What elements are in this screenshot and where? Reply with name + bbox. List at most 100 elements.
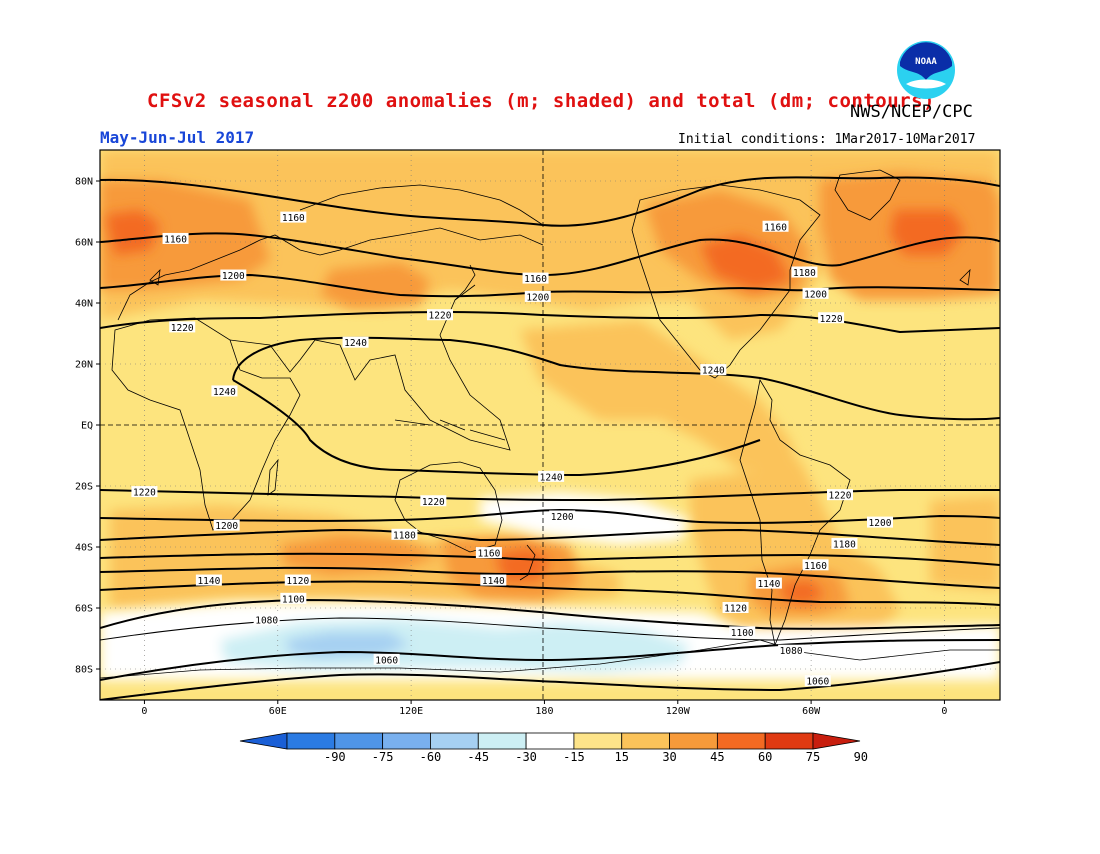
contour-label-text: 1240 (344, 338, 367, 349)
contour-label: 1080 (253, 614, 280, 627)
contour-label: 1220 (420, 495, 447, 508)
contour-label: 1160 (762, 220, 789, 233)
colorbar-label: -60 (420, 750, 442, 764)
colorbar-box (477, 732, 527, 750)
contour-label: 1240 (211, 385, 238, 398)
lon-label: 60W (802, 706, 821, 717)
chart-title: CFSv2 seasonal z200 anomalies (m; shaded… (147, 90, 935, 112)
contour-label: 1220 (427, 309, 453, 322)
colorbar-high-arrow (812, 732, 861, 750)
colorbar-label: 30 (662, 750, 676, 764)
colorbar-box (573, 732, 623, 750)
colorbar-label: -15 (563, 750, 585, 764)
colorbar-low-arrow (239, 732, 288, 750)
lat-label: 40N (75, 299, 93, 310)
contour-label: 1200 (549, 510, 576, 523)
contour-label: 1080 (778, 644, 805, 657)
contour-label: 1140 (755, 577, 782, 590)
contour-label-text: 1060 (806, 677, 829, 688)
lon-label: 60E (269, 706, 287, 717)
lat-label: 80N (75, 177, 93, 188)
contour-label: 1220 (131, 486, 158, 499)
contour-label-text: 1140 (757, 579, 780, 590)
colorbar-label: 45 (710, 750, 724, 764)
contour-label-text: 1200 (222, 271, 245, 282)
contour-label-text: 1080 (780, 646, 803, 657)
contour-label-text: 1220 (171, 323, 194, 334)
contour-label: 1160 (162, 232, 189, 245)
contour-label: 1240 (700, 364, 727, 377)
colorbar-box (764, 732, 814, 750)
colorbar-box (669, 732, 718, 750)
forecast-period: May-Jun-Jul 2017 (100, 128, 255, 147)
contour-label: 1200 (802, 287, 829, 300)
source-label: NWS/NCEP/CPC (850, 102, 973, 122)
colorbar-label: 75 (806, 750, 820, 764)
lat-label: 80S (75, 665, 93, 676)
contour-label-text: 1060 (375, 655, 398, 666)
contour-label: 1160 (802, 559, 829, 572)
lat-label: EQ (81, 421, 93, 432)
colorbar-box (334, 732, 384, 750)
lat-label: 60S (75, 604, 93, 615)
contour-label-text: 1160 (524, 274, 547, 285)
colorbar-label: -45 (467, 750, 489, 764)
contour-label-text: 1220 (429, 311, 452, 322)
contour-label-text: 1080 (255, 616, 278, 627)
colorbar-box (716, 732, 766, 750)
lon-label: 120W (666, 706, 691, 717)
contour-label-text: 1220 (133, 488, 156, 499)
contour-labels: 1160 1160 1160 1160 1180 1200 1200 1200 1220 1220… (131, 211, 893, 688)
contour-label-text: 1180 (393, 530, 416, 541)
contour-label: 1160 (280, 211, 307, 224)
contour-label-text: 1160 (477, 549, 500, 560)
latitude-axis: 80N 60N 40N 20N EQ 20S 40S 60S 80S (75, 177, 100, 676)
contour-label: 1120 (284, 574, 311, 587)
lat-label: 60N (75, 238, 93, 249)
lon-label: 0 (141, 706, 147, 717)
contour-label: 1240 (342, 336, 369, 349)
colorbar-box (430, 732, 479, 750)
lat-label: 40S (75, 543, 93, 554)
contour-label: 1200 (220, 269, 247, 282)
contour-label-text: 1160 (804, 561, 827, 572)
contour-label: 1240 (538, 470, 565, 483)
contour-label: 1140 (195, 574, 222, 587)
contour-label-text: 1240 (702, 366, 725, 377)
coastlines (100, 169, 1000, 679)
lon-label: 120E (399, 706, 423, 717)
contour-label-text: 1100 (731, 628, 754, 639)
contour-label-text: 1240 (213, 387, 236, 398)
initial-conditions: Initial conditions: 1Mar2017-10Mar2017 (678, 132, 976, 147)
colorbar-box (525, 732, 575, 750)
contour-label-text: 1180 (833, 539, 856, 550)
contour-label-text: 1120 (286, 576, 309, 587)
contour-label-text: 1140 (482, 576, 505, 587)
contour-label-text: 1220 (829, 491, 852, 502)
anomaly-shading: 1160 1160 1160 1160 1180 1200 1200 1200 1220 1220… (100, 150, 1000, 700)
contour-label-text: 1200 (526, 292, 549, 303)
contour-label-text: 1160 (282, 213, 305, 224)
contour-label-text: 1180 (793, 268, 816, 279)
contour-label-text: 1160 (764, 222, 787, 233)
contour-label-text: 1140 (197, 576, 220, 587)
lon-label: 0 (941, 706, 947, 717)
contour-label: 1200 (524, 290, 551, 303)
colorbar-label: 15 (615, 750, 629, 764)
contour-label-text: 1200 (869, 518, 892, 529)
contour-label: 1100 (280, 592, 307, 605)
contour-label: 1060 (373, 653, 400, 666)
lat-label: 20S (75, 482, 93, 493)
contour-label: 1140 (480, 574, 507, 587)
colorbar-label: 60 (758, 750, 772, 764)
contour-label: 1220 (827, 489, 853, 502)
contour-label: 1220 (169, 321, 196, 334)
contour-label: 1060 (804, 675, 831, 688)
contour-label: 1180 (831, 537, 858, 550)
colorbar-label: -75 (372, 750, 394, 764)
contour-label-text: 1200 (215, 521, 238, 532)
colorbar-label: -90 (324, 750, 346, 764)
colorbar-box (382, 732, 431, 750)
